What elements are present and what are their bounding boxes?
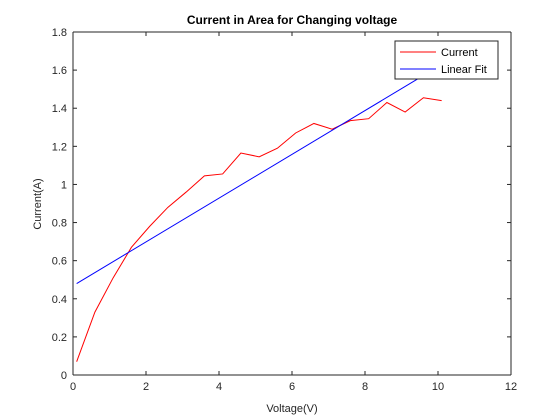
y-tick-label: 0.4 — [52, 294, 67, 306]
y-tick-label: 0.2 — [52, 332, 67, 344]
plot-background — [73, 32, 511, 375]
legend: Current Linear Fit — [394, 40, 499, 80]
x-tick-label: 6 — [289, 381, 295, 393]
axes-layer: 0 2 4 6 8 10 12 0 0.2 0.4 0.6 0.8 1 1.2 1.4 1.6 1.8 — [52, 27, 517, 393]
x-axis-label: Voltage(V) — [266, 403, 317, 415]
x-tick-label: 4 — [216, 381, 222, 393]
x-tick-label: 2 — [143, 381, 149, 393]
y-tick-label: 1.6 — [52, 65, 67, 77]
y-tick-label: 1.8 — [52, 27, 67, 39]
legend-box — [394, 40, 499, 80]
y-tick-label: 1.2 — [52, 141, 67, 153]
x-tick-label: 0 — [70, 381, 76, 393]
series-line-current — [76, 97, 442, 362]
legend-label-current: Current — [441, 47, 478, 59]
y-axis-label: Current(A) — [32, 178, 44, 229]
plot-area — [73, 32, 511, 375]
legend-label-linear-fit: Linear Fit — [441, 64, 487, 76]
x-tick-label: 10 — [432, 381, 444, 393]
series-line-linear-fit — [76, 77, 421, 284]
series-layer — [76, 77, 442, 362]
x-tick-label: 12 — [505, 381, 517, 393]
y-tick-label: 1.4 — [52, 103, 67, 115]
y-tick-label: 0 — [61, 370, 67, 382]
x-tick-label: 8 — [362, 381, 368, 393]
y-tick-label: 0.6 — [52, 256, 67, 268]
y-tick-label: 1 — [61, 179, 67, 191]
chart-title: Current in Area for Changing voltage — [187, 13, 398, 27]
y-tick-label: 0.8 — [52, 218, 67, 230]
